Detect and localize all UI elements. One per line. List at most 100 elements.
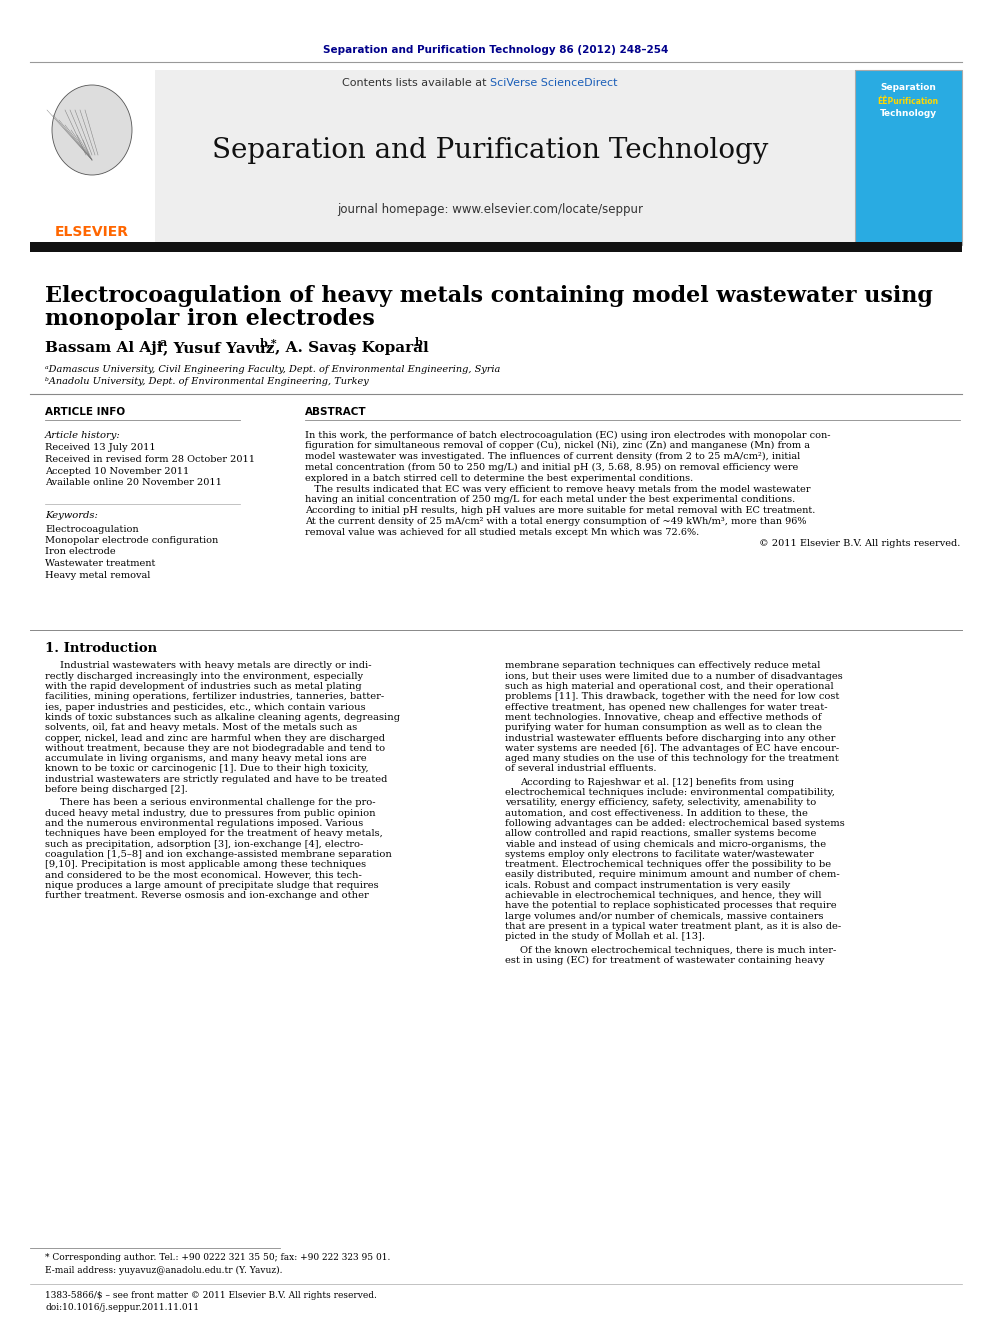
Text: Accepted 10 November 2011: Accepted 10 November 2011 [45, 467, 189, 475]
Bar [845, 70, 855, 245]
Text: of several industrial effluents.: of several industrial effluents. [505, 765, 657, 774]
Text: industrial wastewaters are strictly regulated and have to be treated: industrial wastewaters are strictly regu… [45, 775, 387, 783]
Text: such as precipitation, adsorption [3], ion-exchange [4], electro-: such as precipitation, adsorption [3], i… [45, 840, 363, 848]
Text: ÉÊPurification: ÉÊPurification [878, 97, 938, 106]
Text: [9,10]. Precipitation is most applicable among these techniques: [9,10]. Precipitation is most applicable… [45, 860, 366, 869]
Text: According to Rajeshwar et al. [12] benefits from using: According to Rajeshwar et al. [12] benef… [520, 778, 795, 787]
Text: a: a [159, 337, 167, 348]
Text: model wastewater was investigated. The influences of current density (from 2 to : model wastewater was investigated. The i… [305, 452, 801, 462]
Text: purifying water for human consumption as well as to clean the: purifying water for human consumption as… [505, 724, 822, 733]
Text: Separation and Purification Technology 86 (2012) 248–254: Separation and Purification Technology 8… [323, 45, 669, 56]
Text: Available online 20 November 2011: Available online 20 November 2011 [45, 478, 222, 487]
Ellipse shape [52, 85, 132, 175]
Text: ELSEVIER: ELSEVIER [55, 225, 129, 239]
Text: solvents, oil, fat and heavy metals. Most of the metals such as: solvents, oil, fat and heavy metals. Mos… [45, 724, 357, 733]
Text: facilities, mining operations, fertilizer industries, tanneries, batter-: facilities, mining operations, fertilize… [45, 692, 384, 701]
Text: * Corresponding author. Tel.: +90 0222 321 35 50; fax: +90 222 323 95 01.: * Corresponding author. Tel.: +90 0222 3… [45, 1253, 391, 1262]
Text: figuration for simultaneous removal of copper (Cu), nickel (Ni), zinc (Zn) and m: figuration for simultaneous removal of c… [305, 442, 810, 450]
Text: doi:10.1016/j.seppur.2011.11.011: doi:10.1016/j.seppur.2011.11.011 [45, 1303, 199, 1311]
Text: ᵃDamascus University, Civil Engineering Faculty, Dept. of Environmental Engineer: ᵃDamascus University, Civil Engineering … [45, 365, 500, 374]
Text: versatility, energy efficiency, safety, selectivity, amenability to: versatility, energy efficiency, safety, … [505, 798, 816, 807]
Text: Received in revised form 28 October 2011: Received in revised form 28 October 2011 [45, 455, 255, 464]
Text: Of the known electrochemical techniques, there is much inter-: Of the known electrochemical techniques,… [520, 946, 836, 955]
Text: Article history:: Article history: [45, 430, 121, 439]
Text: having an initial concentration of 250 mg/L for each metal under the best experi: having an initial concentration of 250 m… [305, 495, 796, 504]
Text: coagulation [1,5–8] and ion exchange-assisted membrane separation: coagulation [1,5–8] and ion exchange-ass… [45, 849, 392, 859]
Text: rectly discharged increasingly into the environment, especially: rectly discharged increasingly into the … [45, 672, 363, 681]
Bar [855, 70, 962, 245]
Text: The results indicated that EC was very efficient to remove heavy metals from the: The results indicated that EC was very e… [305, 484, 810, 493]
Text: systems employ only electrons to facilitate water/wastewater: systems employ only electrons to facilit… [505, 849, 813, 859]
Text: before being discharged [2].: before being discharged [2]. [45, 785, 187, 794]
Text: Separation and Purification Technology: Separation and Purification Technology [212, 136, 768, 164]
Text: Monopolar electrode configuration: Monopolar electrode configuration [45, 536, 218, 545]
Text: est in using (EC) for treatment of wastewater containing heavy: est in using (EC) for treatment of waste… [505, 955, 824, 964]
Text: with the rapid development of industries such as metal plating: with the rapid development of industries… [45, 683, 362, 691]
Text: ies, paper industries and pesticides, etc., which contain various: ies, paper industries and pesticides, et… [45, 703, 366, 712]
Text: Bassam Al Aji: Bassam Al Aji [45, 341, 163, 355]
Text: removal value was achieved for all studied metals except Mn which was 72.6%.: removal value was achieved for all studi… [305, 528, 699, 537]
Text: and the numerous environmental regulations imposed. Various: and the numerous environmental regulatio… [45, 819, 363, 828]
Text: Technology: Technology [880, 108, 936, 118]
Text: Contents lists available at: Contents lists available at [342, 78, 490, 89]
Text: accumulate in living organisms, and many heavy metal ions are: accumulate in living organisms, and many… [45, 754, 367, 763]
Text: b: b [415, 337, 423, 348]
Text: kinds of toxic substances such as alkaline cleaning agents, degreasing: kinds of toxic substances such as alkali… [45, 713, 400, 722]
Text: large volumes and/or number of chemicals, massive containers: large volumes and/or number of chemicals… [505, 912, 823, 921]
Text: Received 13 July 2011: Received 13 July 2011 [45, 443, 156, 452]
Text: Electrocoagulation of heavy metals containing model wastewater using: Electrocoagulation of heavy metals conta… [45, 284, 932, 307]
Text: have the potential to replace sophisticated processes that require: have the potential to replace sophistica… [505, 901, 836, 910]
Text: Iron electrode: Iron electrode [45, 548, 116, 557]
Text: copper, nickel, lead and zinc are harmful when they are discharged: copper, nickel, lead and zinc are harmfu… [45, 733, 385, 742]
Text: industrial wastewater effluents before discharging into any other: industrial wastewater effluents before d… [505, 733, 835, 742]
Text: ions, but their uses were limited due to a number of disadvantages: ions, but their uses were limited due to… [505, 672, 843, 681]
Text: ᵇAnadolu University, Dept. of Environmental Engineering, Turkey: ᵇAnadolu University, Dept. of Environmen… [45, 377, 369, 386]
Text: b,*: b,* [260, 337, 278, 348]
Text: and considered to be the most economical. However, this tech-: and considered to be the most economical… [45, 871, 362, 880]
Text: explored in a batch stirred cell to determine the best experimental conditions.: explored in a batch stirred cell to dete… [305, 474, 693, 483]
Text: 1383-5866/$ – see front matter © 2011 Elsevier B.V. All rights reserved.: 1383-5866/$ – see front matter © 2011 El… [45, 1290, 377, 1299]
Text: easily distributed, require minimum amount and number of chem-: easily distributed, require minimum amou… [505, 871, 840, 880]
Text: without treatment, because they are not biodegradable and tend to: without treatment, because they are not … [45, 744, 385, 753]
Text: electrochemical techniques include: environmental compatibility,: electrochemical techniques include: envi… [505, 789, 835, 796]
Bar [155, 70, 845, 245]
Text: automation, and cost effectiveness. In addition to these, the: automation, and cost effectiveness. In a… [505, 808, 807, 818]
Text: At the current density of 25 mA/cm² with a total energy consumption of ~49 kWh/m: At the current density of 25 mA/cm² with… [305, 517, 806, 527]
Text: Industrial wastewaters with heavy metals are directly or indi-: Industrial wastewaters with heavy metals… [60, 662, 372, 671]
Text: membrane separation techniques can effectively reduce metal: membrane separation techniques can effec… [505, 662, 820, 671]
Text: such as high material and operational cost, and their operational: such as high material and operational co… [505, 683, 833, 691]
Text: metal concentration (from 50 to 250 mg/L) and initial pH (3, 5.68, 8.95) on remo: metal concentration (from 50 to 250 mg/L… [305, 463, 799, 472]
Text: monopolar iron electrodes: monopolar iron electrodes [45, 308, 375, 329]
Text: that are present in a typical water treatment plant, as it is also de-: that are present in a typical water trea… [505, 922, 841, 931]
Text: following advantages can be added: electrochemical based systems: following advantages can be added: elect… [505, 819, 845, 828]
Text: techniques have been employed for the treatment of heavy metals,: techniques have been employed for the tr… [45, 830, 383, 839]
Text: In this work, the performance of batch electrocoagulation (EC) using iron electr: In this work, the performance of batch e… [305, 430, 830, 439]
Text: E-mail address: yuyavuz@anadolu.edu.tr (Y. Yavuz).: E-mail address: yuyavuz@anadolu.edu.tr (… [45, 1265, 283, 1274]
Text: SciVerse ScienceDirect: SciVerse ScienceDirect [490, 78, 617, 89]
Text: known to be toxic or carcinogenic [1]. Due to their high toxicity,: known to be toxic or carcinogenic [1]. D… [45, 765, 369, 774]
Text: Heavy metal removal: Heavy metal removal [45, 570, 151, 579]
Text: problems [11]. This drawback, together with the need for low cost: problems [11]. This drawback, together w… [505, 692, 839, 701]
Text: water systems are needed [6]. The advantages of EC have encour-: water systems are needed [6]. The advant… [505, 744, 839, 753]
Text: 1. Introduction: 1. Introduction [45, 642, 157, 655]
Text: Keywords:: Keywords: [45, 512, 98, 520]
Text: , Yusuf Yavuz: , Yusuf Yavuz [163, 341, 275, 355]
Text: ment technologies. Innovative, cheap and effective methods of: ment technologies. Innovative, cheap and… [505, 713, 821, 722]
Bar [30, 242, 962, 251]
Bar [30, 70, 155, 245]
Text: © 2011 Elsevier B.V. All rights reserved.: © 2011 Elsevier B.V. All rights reserved… [759, 538, 960, 548]
Text: treatment. Electrochemical techniques offer the possibility to be: treatment. Electrochemical techniques of… [505, 860, 831, 869]
Text: aged many studies on the use of this technology for the treatment: aged many studies on the use of this tec… [505, 754, 839, 763]
Text: icals. Robust and compact instrumentation is very easily: icals. Robust and compact instrumentatio… [505, 881, 791, 890]
Text: Wastewater treatment: Wastewater treatment [45, 560, 156, 568]
Text: viable and instead of using chemicals and micro-organisms, the: viable and instead of using chemicals an… [505, 840, 826, 848]
Text: allow controlled and rapid reactions, smaller systems become: allow controlled and rapid reactions, sm… [505, 830, 816, 839]
Text: further treatment. Reverse osmosis and ion-exchange and other: further treatment. Reverse osmosis and i… [45, 892, 369, 900]
Text: Electrocoagulation: Electrocoagulation [45, 524, 139, 533]
Text: , A. Savaş Koparal: , A. Savaş Koparal [275, 341, 429, 355]
Text: Separation: Separation [880, 83, 935, 93]
Text: ARTICLE INFO: ARTICLE INFO [45, 407, 125, 417]
Text: According to initial pH results, high pH values are more suitable for metal remo: According to initial pH results, high pH… [305, 507, 815, 515]
Text: There has been a serious environmental challenge for the pro-: There has been a serious environmental c… [60, 798, 376, 807]
Bar [855, 70, 962, 245]
